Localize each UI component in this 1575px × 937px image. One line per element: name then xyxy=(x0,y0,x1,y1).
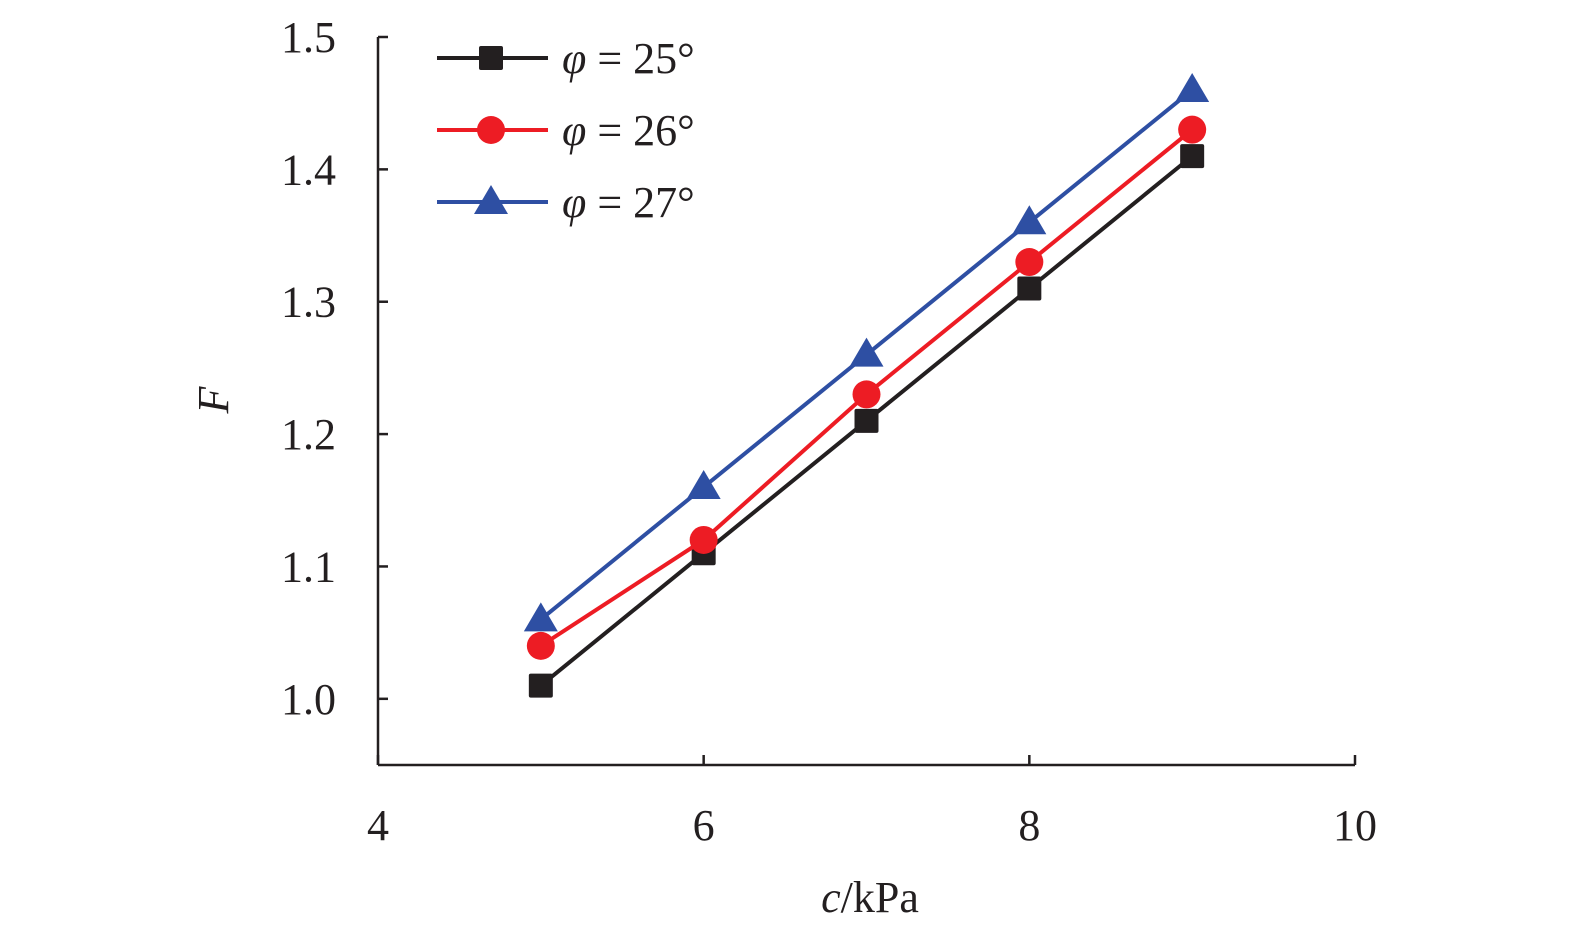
square-marker xyxy=(479,46,503,70)
legend: φ = 25°φ = 26°φ = 27° xyxy=(437,34,695,227)
legend-label: φ = 26° xyxy=(562,106,695,155)
legend-text: = 25° xyxy=(586,34,694,83)
series-circle xyxy=(526,115,1207,660)
y-tick-label: 1.2 xyxy=(281,410,336,459)
triangle-marker xyxy=(686,470,721,500)
triangle-marker xyxy=(474,185,508,214)
x-axis-label-unit: /kPa xyxy=(841,873,919,922)
legend-label: φ = 27° xyxy=(562,178,695,227)
legend-label: φ = 25° xyxy=(562,34,695,83)
circle-marker xyxy=(526,631,555,660)
legend-symbol: φ xyxy=(562,34,586,83)
triangle-marker xyxy=(1012,205,1047,235)
series-group xyxy=(523,72,1210,698)
x-tick-label: 10 xyxy=(1333,801,1377,850)
y-tick-label: 1.5 xyxy=(281,13,336,62)
legend-symbol: φ xyxy=(562,178,586,227)
y-tick-label: 1.0 xyxy=(281,675,336,724)
square-marker xyxy=(1017,276,1042,301)
series-triangle xyxy=(523,72,1210,632)
square-marker xyxy=(528,673,553,698)
circle-marker xyxy=(689,525,718,554)
x-axis-label-var: c xyxy=(821,873,841,922)
legend-text: = 26° xyxy=(586,106,694,155)
square-marker xyxy=(1180,144,1205,169)
triangle-marker xyxy=(523,602,558,632)
square-marker xyxy=(854,408,879,433)
x-tick-label: 4 xyxy=(367,801,389,850)
axes: 1.0 1.1 1.2 1.3 1.4 1.5 4 6 8 10 xyxy=(281,13,1377,850)
y-tick-label: 1.4 xyxy=(281,145,336,194)
x-tick-label: 8 xyxy=(1018,801,1040,850)
legend-item: φ = 27° xyxy=(437,178,695,227)
y-axis-label: F xyxy=(189,385,238,414)
legend-item: φ = 25° xyxy=(437,34,695,83)
circle-marker xyxy=(1015,248,1044,277)
series-square xyxy=(528,144,1205,698)
x-axis-label: c/kPa xyxy=(821,873,919,922)
triangle-marker xyxy=(849,337,884,367)
y-tick-label: 1.3 xyxy=(281,278,336,327)
y-tick-label: 1.1 xyxy=(281,542,336,591)
legend-symbol: φ xyxy=(562,106,586,155)
x-tick-label: 6 xyxy=(693,801,715,850)
circle-marker xyxy=(1178,115,1207,144)
circle-marker xyxy=(477,116,505,144)
triangle-marker xyxy=(1175,72,1210,102)
legend-text: = 27° xyxy=(586,178,694,227)
legend-item: φ = 26° xyxy=(437,106,695,155)
circle-marker xyxy=(852,380,881,409)
